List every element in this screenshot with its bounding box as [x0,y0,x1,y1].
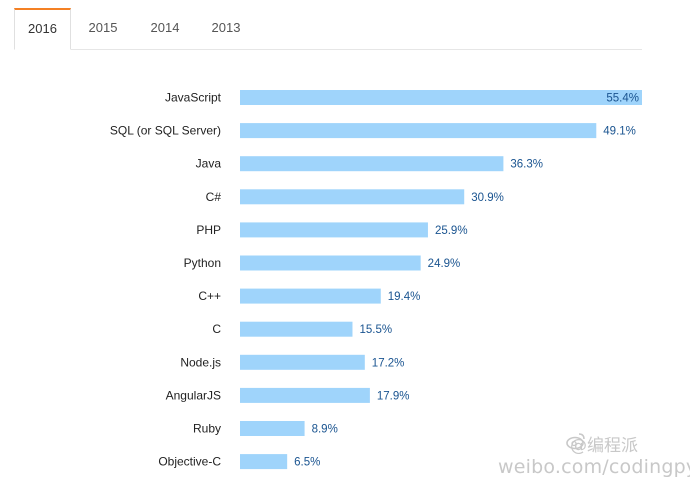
category-label-php: PHP [196,223,221,237]
tab-2015[interactable]: 2015 [88,20,118,35]
value-label-php: 25.9% [435,225,468,237]
watermark-handle: @编程派 [570,436,638,456]
tab-2014[interactable]: 2014 [150,20,180,35]
bar-php [240,222,428,238]
category-label-sql-or-sql-server: SQL (or SQL Server) [110,124,221,138]
bar-objective-c [240,454,288,470]
year-tabs: 2016 2015 2014 2013 [14,8,642,50]
bar-c [240,321,353,337]
value-label-ruby: 8.9% [312,424,338,436]
category-label-c: C# [206,190,222,204]
value-label-c: 15.5% [359,324,392,336]
category-label-angularjs: AngularJS [166,388,221,402]
bar-java [240,156,504,172]
category-label-python: Python [184,256,221,270]
value-label-java: 36.3% [510,159,543,171]
category-label-node-js: Node.js [180,355,221,369]
value-label-c: 19.4% [388,291,421,303]
value-label-sql-or-sql-server: 49.1% [603,126,636,138]
bar-ruby [240,421,305,436]
bar-c [240,288,381,304]
bar-node-js [240,354,365,370]
category-label-ruby: Ruby [193,422,221,436]
value-label-c: 30.9% [471,192,504,204]
weibo-icon [566,433,585,450]
category-label-c: C++ [198,289,221,303]
bars-layer: JavaScript 55.4% SQL (or SQL Server) 49.1% J… [110,90,642,470]
bar-c [240,189,465,205]
value-label-angularjs: 17.9% [377,390,410,402]
tab-2016[interactable]: 2016 [14,8,71,50]
bar-angularjs [240,387,370,403]
category-label-javascript: JavaScript [165,91,222,105]
bar-javascript [240,90,642,105]
value-label-node-js: 17.2% [372,357,405,369]
bar-sql-or-sql-server [240,123,597,139]
value-label-python: 24.9% [428,258,461,270]
watermark-url: weibo.com/codingpy [498,456,690,478]
value-label-javascript: 55.4% [606,93,639,105]
tab-2013[interactable]: 2013 [211,20,241,35]
category-label-c: C [212,322,221,336]
value-label-objective-c: 6.5% [294,457,320,469]
category-label-java: Java [196,157,222,171]
bar-python [240,255,421,271]
category-label-objective-c: Objective-C [158,455,221,469]
